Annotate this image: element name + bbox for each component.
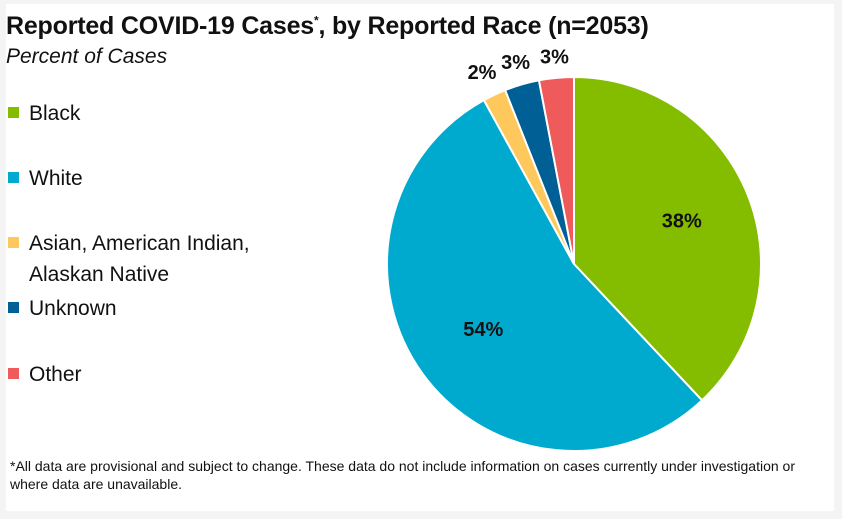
pie-label-unknown: 3% (501, 52, 530, 74)
chart-legend: Black White Asian, American Indian, Alas… (8, 0, 308, 420)
legend-item-other: Other (8, 359, 294, 390)
legend-swatch-other (8, 368, 19, 379)
legend-label-other: Other (29, 363, 82, 386)
legend-label-white: White (29, 167, 83, 190)
legend-label-black: Black (29, 102, 81, 125)
legend-label-unknown: Unknown (29, 297, 117, 320)
chart-title-rest: , by Reported Race (n=2053) (318, 12, 649, 40)
legend-item-white: White (8, 163, 294, 194)
legend-swatch-asian-american-indian-alaskan-native (8, 237, 19, 248)
legend-swatch-white (8, 172, 19, 183)
pie-label-black: 38% (662, 210, 702, 232)
chart-title-main: Reported COVID-19 Cases (6, 12, 314, 40)
pie-slice-white (386, 98, 704, 452)
chart-footnote: *All data are provisional and subject to… (10, 458, 795, 492)
pie-slice-other (537, 75, 575, 265)
pie-label-white: 54% (463, 319, 503, 341)
legend-swatch-unknown (8, 302, 19, 313)
legend-item-asian-american-indian-alaskan-native: Asian, American Indian, Alaskan Native (8, 228, 279, 290)
pie-label-asian-american-indian-alaskan-native: 2% (468, 62, 497, 84)
pie-label-other: 3% (540, 46, 569, 68)
chart-subtitle: Percent of Cases (6, 45, 168, 68)
pie-slice-black (573, 75, 762, 402)
chart-title-mark: * (314, 13, 319, 28)
legend-item-black: Black (8, 98, 294, 129)
legend-swatch-black (8, 107, 19, 118)
chart-title: Reported COVID-19 Cases*, by Reported Ra… (6, 12, 649, 41)
legend-label-asian-american-indian-alaskan-native: Asian, American Indian, Alaskan Native (29, 232, 250, 286)
legend-item-unknown: Unknown (8, 293, 294, 324)
